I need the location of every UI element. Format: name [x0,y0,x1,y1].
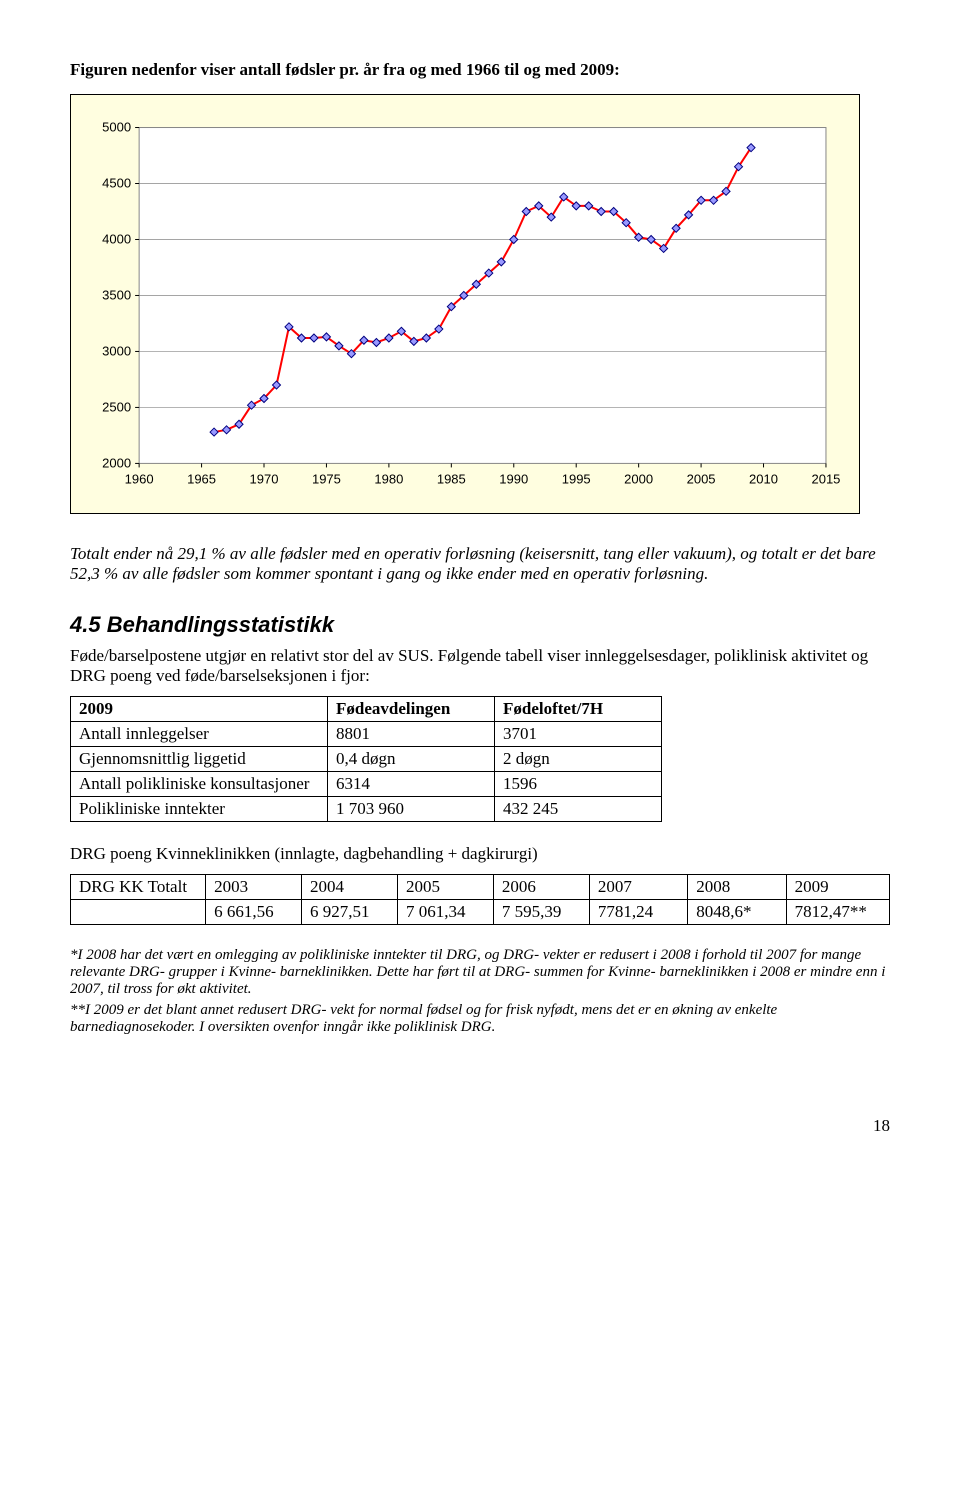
svg-text:2500: 2500 [102,399,131,414]
table-cell: 0,4 døgn [328,747,495,772]
svg-text:1980: 1980 [374,471,403,486]
table-header: 2005 [397,875,493,900]
table-cell: Gjennomsnittlig liggetid [71,747,328,772]
svg-text:1985: 1985 [437,471,466,486]
svg-text:4000: 4000 [102,231,131,246]
svg-text:1965: 1965 [187,471,216,486]
table-row: Antall innleggelser88013701 [71,722,662,747]
svg-text:2000: 2000 [624,471,653,486]
table-cell: 1 703 960 [328,797,495,822]
svg-text:1995: 1995 [562,471,591,486]
births-line-chart: 2000 2500 3000 3500 4000 4500 5000 1960 1965 1970… [89,113,841,503]
svg-text:1960: 1960 [125,471,154,486]
table-row: Antall polikliniske konsultasjoner631415… [71,772,662,797]
table-row: Gjennomsnittlig liggetid0,4 døgn2 døgn [71,747,662,772]
table-header: 2006 [493,875,589,900]
table-row: 6 661,566 927,517 061,347 595,397781,248… [71,900,890,925]
table-cell: 8801 [328,722,495,747]
table-header: 2009 [786,875,889,900]
section-heading: 4.5 Behandlingsstatistikk [70,612,890,638]
svg-text:5000: 5000 [102,120,131,135]
table-cell: 7812,47** [786,900,889,925]
table-cell: Antall polikliniske konsultasjoner [71,772,328,797]
table-cell: 2 døgn [495,747,662,772]
births-chart-container: 2000 2500 3000 3500 4000 4500 5000 1960 1965 1970… [70,94,860,514]
section-paragraph: Føde/barselpostene utgjør en relativt st… [70,646,890,686]
svg-text:2005: 2005 [687,471,716,486]
table-cell: 1596 [495,772,662,797]
table-header: 2008 [688,875,786,900]
page-number: 18 [70,1116,890,1136]
table-cell: 6314 [328,772,495,797]
table-cell: 7781,24 [589,900,687,925]
table-cell: 3701 [495,722,662,747]
table-cell: 7 061,34 [397,900,493,925]
table-cell: Antall innleggelser [71,722,328,747]
svg-text:3500: 3500 [102,287,131,302]
table-drg: DRG KK Totalt200320042005200620072008200… [70,874,890,925]
table-header: 2007 [589,875,687,900]
svg-text:1990: 1990 [499,471,528,486]
table-cell: 432 245 [495,797,662,822]
table-header: Fødeloftet/7H [495,697,662,722]
svg-text:2000: 2000 [102,455,131,470]
svg-text:4500: 4500 [102,176,131,191]
table-row: Polikliniske inntekter1 703 960432 245 [71,797,662,822]
table-cell: 6 927,51 [302,900,398,925]
table-header: DRG KK Totalt [71,875,206,900]
footnote-2: **I 2009 er det blant annet redusert DRG… [70,1002,890,1036]
table-header: 2003 [206,875,302,900]
drg-caption: DRG poeng Kvinneklinikken (innlagte, dag… [70,844,890,864]
table-cell: Polikliniske inntekter [71,797,328,822]
table-cell: 7 595,39 [493,900,589,925]
table-fodeavdeling: 2009FødeavdelingenFødeloftet/7H Antall i… [70,696,662,822]
table-cell: 6 661,56 [206,900,302,925]
body-paragraph-1: Totalt ender nå 29,1 % av alle fødsler m… [70,544,890,584]
intro-text: Figuren nedenfor viser antall fødsler pr… [70,60,890,80]
svg-text:3000: 3000 [102,343,131,358]
table-header: 2009 [71,697,328,722]
table-header: Fødeavdelingen [328,697,495,722]
table-cell [71,900,206,925]
table-header: 2004 [302,875,398,900]
footnote-1: *I 2008 har det vært en omlegging av pol… [70,947,890,998]
svg-text:2015: 2015 [811,471,840,486]
table-cell: 8048,6* [688,900,786,925]
svg-text:1975: 1975 [312,471,341,486]
svg-text:2010: 2010 [749,471,778,486]
svg-text:1970: 1970 [250,471,279,486]
